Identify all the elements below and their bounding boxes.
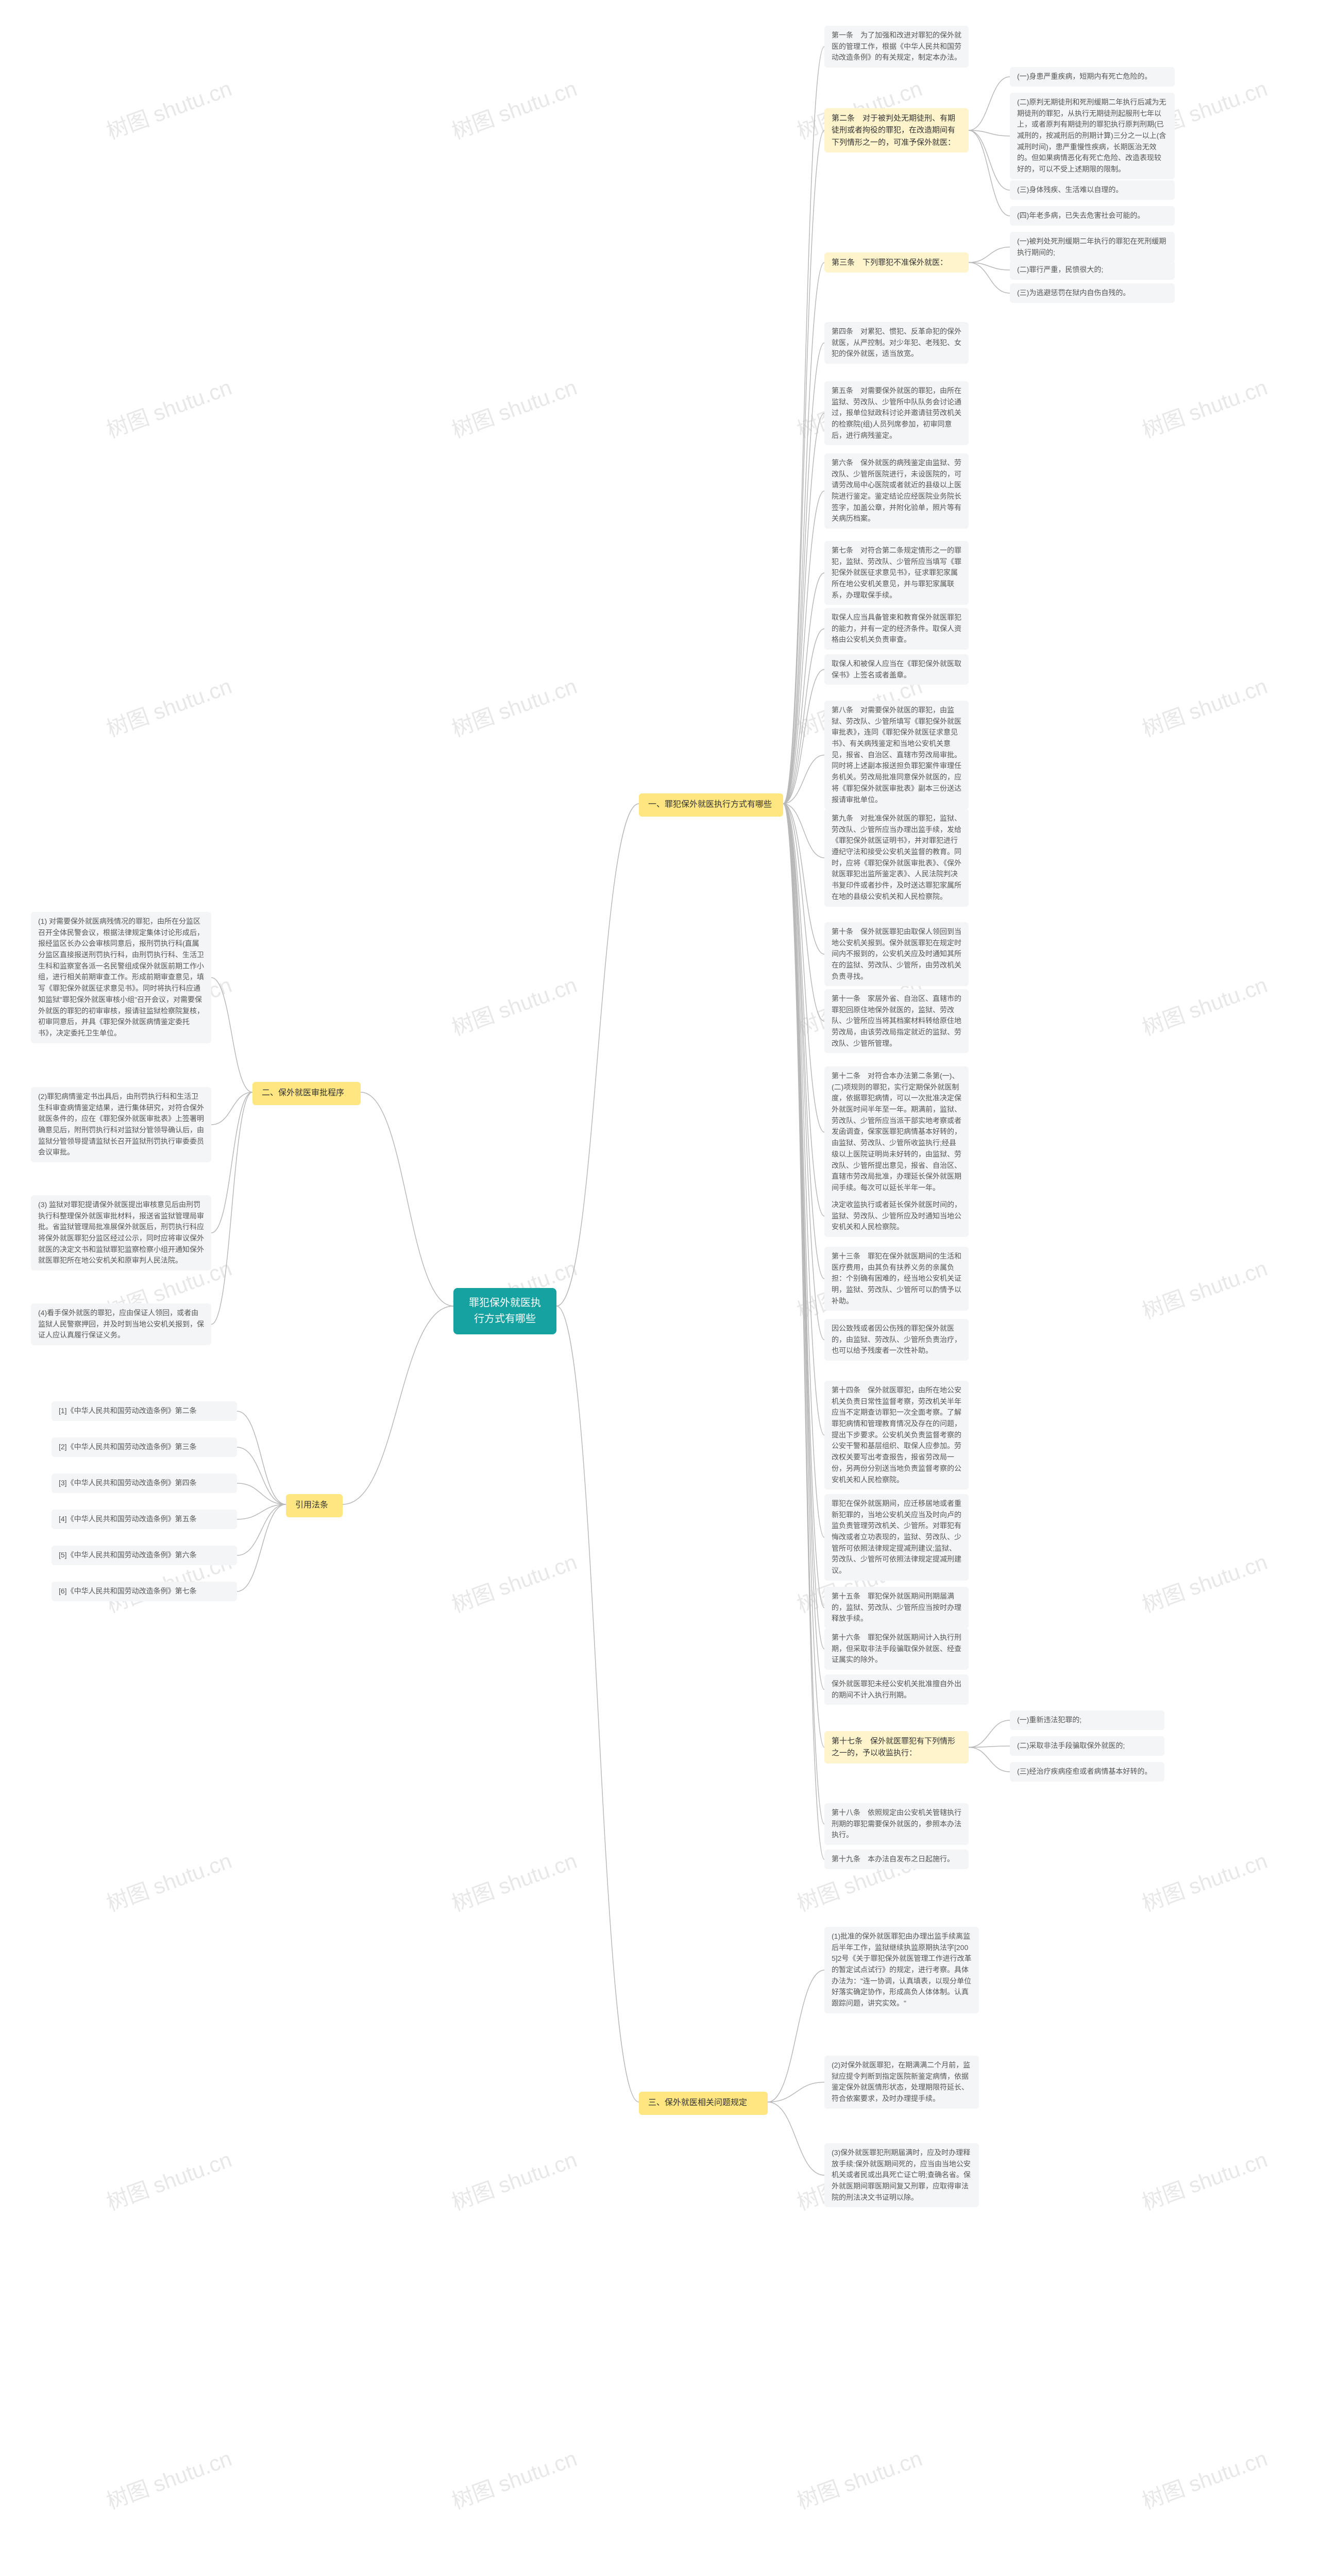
leaf-node: [4]《中华人民共和国劳动改造条例》第五条: [52, 1510, 237, 1529]
leaf-node: 第七条 对符合第二条规定情形之一的罪犯，监狱、劳改队、少管所应当填写《罪犯保外就…: [824, 541, 969, 605]
watermark: 树图 shutu.cn: [1137, 669, 1271, 743]
section-node: 引用法条: [286, 1494, 343, 1517]
leaf-node: 因公致残或者因公伤残的罪犯保外就医的，由监狱、劳改队、少管所负责治疗，也可以给予…: [824, 1319, 969, 1361]
leaf-node: (二)采取非法手段骗取保外就医的;: [1010, 1736, 1164, 1756]
watermark: 树图 shutu.cn: [1137, 1251, 1271, 1325]
leaf-node: 第四条 对累犯、惯犯、反革命犯的保外就医，从严控制。对少年犯、老残犯、女犯的保外…: [824, 322, 969, 364]
leaf-node: 保外就医罪犯未经公安机关批准擅自外出的期间不计入执行刑期。: [824, 1674, 969, 1705]
leaf-node: (1)批准的保外就医罪犯由办理出监手续离监后半年工作，监狱继续执监原期执法字[2…: [824, 1927, 979, 2013]
watermark: 树图 shutu.cn: [447, 370, 581, 444]
leaf-node: (一)被判处死刑缓期二年执行的罪犯在死刑缓期执行期间的;: [1010, 232, 1175, 262]
leaf-node: (一)重新违法犯罪的;: [1010, 1710, 1164, 1730]
leaf-node: 第十条 保外就医罪犯由取保人领回到当地公安机关报到。保外就医罪犯在规定时间内不报…: [824, 922, 969, 986]
leaf-node: 第八条 对需要保外就医的罪犯，由监狱、劳改队、少管所填写《罪犯保外就医审批表》，…: [824, 701, 969, 809]
leaf-node: [2]《中华人民共和国劳动改造条例》第三条: [52, 1437, 237, 1457]
watermark: 树图 shutu.cn: [447, 1545, 581, 1619]
leaf-node: 第十五条 罪犯保外就医期间刑期届满的，监狱、劳改队、少管所应当按时办理释放手续。: [824, 1587, 969, 1629]
watermark: 树图 shutu.cn: [1137, 968, 1271, 1042]
subsection-node: 第二条 对于被判处无期徒刑、有期徒刑或者拘役的罪犯，在改造期间有下列情形之一的，…: [824, 108, 969, 152]
subsection-node: 第十七条 保外就医罪犯有下列情形之一的，予以收监执行：: [824, 1731, 969, 1764]
leaf-node: (二)原判无期徒刑和死刑缓期二年执行后减为无期徒刑的罪犯，从执行无期徒刑起服刑七…: [1010, 93, 1175, 179]
section-node: 三、保外就医相关问题规定: [639, 2092, 768, 2115]
leaf-node: (1) 对需要保外就医病残情况的罪犯，由所在分监区召开全体民警会议，根据法律规定…: [31, 912, 211, 1043]
leaf-node: 第十一条 家居外省、自治区、直辖市的罪犯回原住地保外就医的，监狱、劳改队、少管所…: [824, 989, 969, 1053]
section-node: 二、保外就医审批程序: [252, 1082, 361, 1105]
leaf-node: (4)看手保外就医的罪犯，应由保证人领回，或者由监狱人民警察押回，并及时到当地公…: [31, 1303, 211, 1345]
watermark: 树图 shutu.cn: [447, 669, 581, 743]
leaf-node: [6]《中华人民共和国劳动改造条例》第七条: [52, 1582, 237, 1601]
leaf-node: 第十四条 保外就医罪犯，由所在地公安机关负责日常性监督考察，劳改机关半年应当不定…: [824, 1381, 969, 1489]
watermark: 树图 shutu.cn: [102, 669, 235, 743]
leaf-node: [3]《中华人民共和国劳动改造条例》第四条: [52, 1473, 237, 1493]
leaf-node: (四)年老多病，已失去危害社会可能的。: [1010, 206, 1175, 226]
leaf-node: (2)罪犯病情鉴定书出具后，由刑罚执行科和生活卫生科审查病情鉴定结果，进行集体研…: [31, 1087, 211, 1162]
leaf-node: 第十二条 对符合本办法第二条第(一)、(二)项规则的罪犯，实行定期保外就医制度，…: [824, 1066, 969, 1198]
watermark: 树图 shutu.cn: [102, 71, 235, 145]
subsection-node: 第三条 下列罪犯不准保外就医：: [824, 252, 969, 273]
leaf-node: (3) 监狱对罪犯提请保外就医提出审核意见后由刑罚执行科整理保外就医审批材料，报…: [31, 1195, 211, 1270]
leaf-node: 罪犯在保外就医期间，应迁移居地或者重新犯罪的，当地公安机关应当及时向卢的监负责管…: [824, 1494, 969, 1581]
watermark: 树图 shutu.cn: [102, 2441, 235, 2515]
watermark: 树图 shutu.cn: [447, 2441, 581, 2515]
leaf-node: (3)保外就医罪犯刑期届满时，应及时办理释放手续:保外就医期间死的，应当由当地公…: [824, 2143, 979, 2207]
leaf-node: 第九条 对批准保外就医的罪犯，监狱、劳改队、少管所应当办理出监手续，发给《罪犯保…: [824, 809, 969, 907]
watermark: 树图 shutu.cn: [1137, 2441, 1271, 2515]
watermark: 树图 shutu.cn: [447, 968, 581, 1042]
watermark: 树图 shutu.cn: [1137, 1843, 1271, 1918]
watermark: 树图 shutu.cn: [447, 71, 581, 145]
leaf-node: [1]《中华人民共和国劳动改造条例》第二条: [52, 1401, 237, 1421]
leaf-node: (三)为逃避惩罚在狱内自伤自残的。: [1010, 283, 1175, 303]
watermark: 树图 shutu.cn: [1137, 1545, 1271, 1619]
leaf-node: 决定收监执行或者延长保外就医时间的，监狱、劳改队、少管所应及时通知当地公安机关和…: [824, 1195, 969, 1237]
watermark: 树图 shutu.cn: [447, 2142, 581, 2216]
root-node: 罪犯保外就医执行方式有哪些: [453, 1288, 556, 1334]
leaf-node: 第十九条 本办法自发布之日起施行。: [824, 1850, 969, 1869]
leaf-node: (二)罪行严重，民愤很大的;: [1010, 260, 1175, 280]
connector-layer: [0, 0, 1319, 2576]
watermark: 树图 shutu.cn: [447, 1843, 581, 1918]
leaf-node: (一)身患严重疾病，短期内有死亡危险的。: [1010, 67, 1175, 87]
leaf-node: [5]《中华人民共和国劳动改造条例》第六条: [52, 1546, 237, 1565]
leaf-node: 第十三条 罪犯在保外就医期间的生活和医疗费用，由其负有扶养义务的亲属负担：个别确…: [824, 1247, 969, 1311]
leaf-node: (三)身体残疾、生活难以自理的。: [1010, 180, 1175, 200]
section-node: 一、罪犯保外就医执行方式有哪些: [639, 793, 783, 817]
leaf-node: 取保人应当具备管束和教育保外就医罪犯的能力，并有一定的经济条件。取保人资格由公安…: [824, 608, 969, 650]
leaf-node: 第一条 为了加强和改进对罪犯的保外就医的管理工作，根据《中华人民共和国劳动改造条…: [824, 26, 969, 67]
leaf-node: 第六条 保外就医的病残鉴定由监狱、劳改队、少管所医院进行，未设医院的，可请劳改局…: [824, 453, 969, 529]
watermark: 树图 shutu.cn: [102, 1843, 235, 1918]
watermark: 树图 shutu.cn: [1137, 370, 1271, 444]
leaf-node: 第十八条 依照规定由公安机关管辖执行刑期的罪犯需要保外就医的，参照本办法执行。: [824, 1803, 969, 1845]
leaf-node: 第十六条 罪犯保外就医期间计入执行刑期，但采取非法手段骗取保外就医、经查证属实的…: [824, 1628, 969, 1670]
leaf-node: (三)经治疗疾病痊愈或者病情基本好转的。: [1010, 1762, 1164, 1782]
watermark: 树图 shutu.cn: [102, 370, 235, 444]
leaf-node: 第五条 对需要保外就医的罪犯，由所在监狱、劳改队、少管所中队队务会讨论通过，报单…: [824, 381, 969, 445]
leaf-node: (2)对保外就医罪犯，在期满满二个月前，监狱应提令判断到指定医院新鉴定病情，依据…: [824, 2056, 979, 2109]
watermark: 树图 shutu.cn: [792, 2441, 926, 2515]
leaf-node: 取保人和被保人应当在《罪犯保外就医取保书》上签名或者盖章。: [824, 654, 969, 685]
watermark: 树图 shutu.cn: [102, 2142, 235, 2216]
watermark: 树图 shutu.cn: [1137, 2142, 1271, 2216]
